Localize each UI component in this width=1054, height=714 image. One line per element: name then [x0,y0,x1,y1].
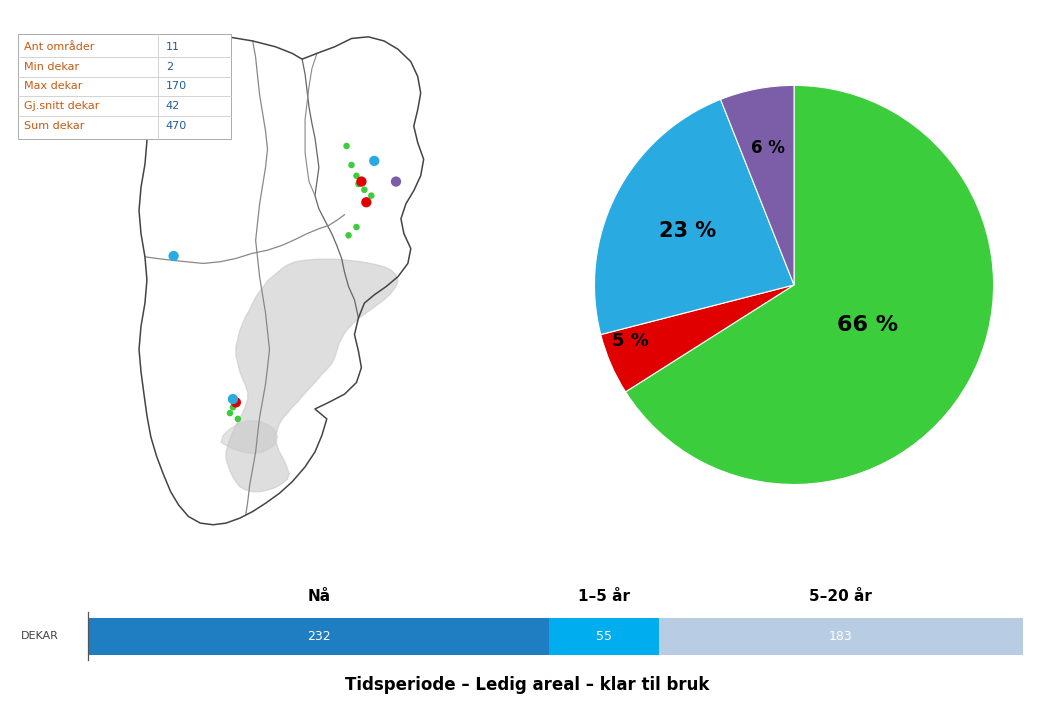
Text: Nå: Nå [307,589,330,604]
Text: 42: 42 [165,101,180,111]
Wedge shape [625,86,994,485]
Text: Sum dekar: Sum dekar [24,121,84,131]
Wedge shape [601,285,794,392]
Polygon shape [226,259,398,492]
Point [344,159,360,171]
Point [338,140,355,151]
Point [350,178,367,190]
Text: 183: 183 [828,630,853,643]
FancyBboxPatch shape [19,34,231,139]
Text: Max dekar: Max dekar [24,81,83,91]
FancyBboxPatch shape [659,618,1022,655]
Point [225,393,241,405]
Text: 1–5 år: 1–5 år [579,589,630,604]
Text: 5–20 år: 5–20 år [809,589,873,604]
FancyBboxPatch shape [89,618,549,655]
Point [388,176,405,187]
Point [366,155,383,166]
Text: 170: 170 [165,81,187,91]
Point [348,170,365,181]
Point [225,401,241,413]
Text: Tidsperiode – Ledig areal – klar til bruk: Tidsperiode – Ledig areal – klar til bru… [345,676,709,695]
Text: 470: 470 [165,121,187,131]
Point [340,230,357,241]
Point [353,176,370,187]
Point [363,190,379,201]
Wedge shape [721,86,794,285]
Text: 66 %: 66 % [837,316,898,336]
Point [348,221,365,233]
Point [165,251,182,262]
Point [358,196,375,208]
Text: 23 %: 23 % [659,221,716,241]
Text: Gj.snitt dekar: Gj.snitt dekar [24,101,100,111]
Text: 2: 2 [165,61,173,71]
Point [230,413,247,425]
Text: 11: 11 [165,41,180,51]
Text: 232: 232 [307,630,331,643]
Point [356,184,373,196]
FancyBboxPatch shape [549,618,659,655]
Text: Ant områder: Ant områder [24,41,95,51]
Point [221,408,238,419]
Text: 5 %: 5 % [612,332,649,350]
Polygon shape [221,421,277,453]
Text: Min dekar: Min dekar [24,61,79,71]
Text: 55: 55 [597,630,612,643]
Text: DEKAR: DEKAR [21,631,59,641]
Point [228,397,245,408]
Text: 6 %: 6 % [750,139,785,156]
Wedge shape [594,99,794,335]
